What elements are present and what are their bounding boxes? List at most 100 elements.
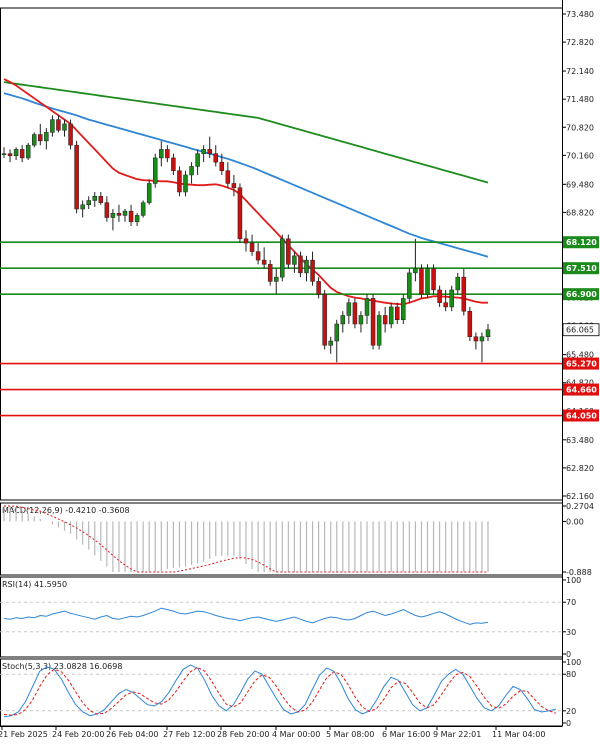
price-tick-label: 64.820 xyxy=(566,379,594,388)
candle-body xyxy=(261,259,267,265)
candle-body xyxy=(419,268,424,295)
candle-body xyxy=(280,238,285,278)
rsi-tick-label: 30 xyxy=(566,628,576,637)
candle-body xyxy=(461,276,467,312)
candle-body xyxy=(382,315,388,325)
candle-body xyxy=(413,268,418,274)
candle-body xyxy=(116,213,122,216)
time-tick-label: 5 Mar 08:00 xyxy=(326,730,374,739)
candle-body xyxy=(1,153,7,155)
ma-slow-line xyxy=(3,81,489,184)
candle-body xyxy=(479,336,485,342)
candle-body xyxy=(7,153,13,157)
level-tag xyxy=(563,409,599,422)
stoch-tick-label: 20 xyxy=(566,707,576,716)
candle-body xyxy=(485,329,491,338)
price-tick-label: 62.820 xyxy=(566,464,594,473)
candle-body xyxy=(364,298,370,316)
candle-body xyxy=(255,251,261,261)
candle-body xyxy=(388,306,394,325)
rsi-tick-label: 100 xyxy=(566,576,581,585)
last-price-tag xyxy=(562,323,600,337)
candle-body xyxy=(183,174,188,193)
level-tag xyxy=(563,383,599,396)
candle-body xyxy=(219,161,225,171)
candle-body xyxy=(68,123,73,146)
macd-tick-label: -0.888 xyxy=(566,568,592,577)
candle-body xyxy=(431,268,436,291)
candle-body xyxy=(74,144,79,210)
time-tick-label: 4 Mar 00:00 xyxy=(272,730,320,739)
candle-body xyxy=(407,272,412,299)
candle-body xyxy=(62,123,67,131)
candle-body xyxy=(110,213,116,218)
macd-tick-label: 0.00 xyxy=(566,517,584,526)
macd-tick-label: 0.2704 xyxy=(566,502,594,511)
candle-body xyxy=(437,289,442,303)
level-tag-label: 68.120 xyxy=(566,238,597,247)
time-tick-label: 26 Feb 04:00 xyxy=(106,730,158,739)
candle-body xyxy=(32,134,37,146)
candle-body xyxy=(358,315,364,325)
rsi-label: RSI(14) 41.5950 xyxy=(2,580,67,589)
candle-body xyxy=(467,310,473,338)
candle-body xyxy=(340,315,346,325)
price-tick-label: 72.820 xyxy=(566,38,594,47)
time-tick-label: 27 Feb 12:00 xyxy=(163,730,215,739)
candle-body xyxy=(274,276,279,282)
candle-body xyxy=(286,238,291,265)
candle-body xyxy=(395,306,400,320)
candle-body xyxy=(328,340,333,346)
candle-body xyxy=(370,298,376,346)
time-tick-label: 6 Mar 16:00 xyxy=(382,730,430,739)
candle-body xyxy=(231,183,237,188)
price-tick-label: 70.160 xyxy=(566,151,594,160)
candle-body xyxy=(171,157,176,171)
stoch-label: Stoch(5,3,3) 23.0828 16.0698 xyxy=(2,662,122,671)
rsi-tick-label: 70 xyxy=(566,598,576,607)
candle-body xyxy=(140,202,146,216)
time-tick-label: 28 Feb 20:00 xyxy=(217,730,269,739)
level-tag-label: 64.660 xyxy=(566,386,597,395)
candle-body xyxy=(201,149,206,154)
candle-body xyxy=(80,204,85,210)
level-tag xyxy=(563,236,599,249)
candle-body xyxy=(92,195,97,201)
stoch-tick-label: 100 xyxy=(566,658,581,667)
candle-body xyxy=(153,157,158,184)
candle-body xyxy=(443,302,448,308)
candle-body xyxy=(134,215,140,223)
level-tag-label: 67.510 xyxy=(566,264,597,273)
candle-body xyxy=(189,166,194,176)
candle-body xyxy=(243,238,249,244)
stoch-tick-label: 0 xyxy=(566,719,571,728)
candle-body xyxy=(19,149,25,159)
time-tick-label: 21 Feb 2025 xyxy=(0,730,48,739)
candle-body xyxy=(38,134,43,142)
candle-body xyxy=(449,289,454,308)
price-tick-label: 70.820 xyxy=(566,123,594,132)
candle-body xyxy=(249,242,255,252)
candle-body xyxy=(159,149,164,159)
candle-body xyxy=(213,153,218,163)
candle-body xyxy=(322,293,327,346)
candle-body xyxy=(165,149,170,159)
candle-body xyxy=(25,144,31,159)
candle-body xyxy=(128,210,134,223)
candle-body xyxy=(98,195,104,203)
candle-body xyxy=(334,323,339,342)
time-tick-label: 9 Mar 22:01 xyxy=(433,730,481,739)
candle-body xyxy=(207,149,212,154)
stoch-d-line xyxy=(3,666,557,716)
candle-body xyxy=(225,170,231,184)
level-tag xyxy=(563,262,599,275)
candle-body xyxy=(267,264,273,282)
macd-label: MACD(12,26,9) -0.4210 -0.3608 xyxy=(2,506,130,515)
ma-fast-line xyxy=(3,78,488,306)
candle-body xyxy=(86,200,91,206)
level-tag-label: 64.050 xyxy=(566,412,597,421)
candle-body xyxy=(304,259,309,274)
candle-body xyxy=(104,202,110,218)
price-tick-label: 68.820 xyxy=(566,208,594,217)
